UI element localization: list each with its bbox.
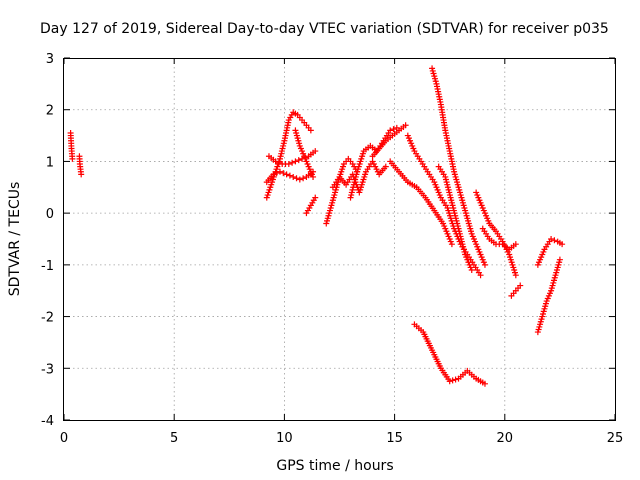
series-fall-2 xyxy=(404,132,484,279)
data-point xyxy=(293,175,300,182)
plot-frame xyxy=(63,58,616,421)
y-tick-label: -4 xyxy=(41,414,54,429)
data-point xyxy=(290,173,297,180)
data-point xyxy=(556,256,563,263)
data-point xyxy=(449,377,456,384)
y-axis-label: SDTVAR / TECUs xyxy=(7,182,23,297)
data-points xyxy=(67,65,566,387)
data-point xyxy=(477,272,484,279)
data-point xyxy=(517,282,524,289)
y-tick-label: -3 xyxy=(41,362,54,377)
chart-title: Day 127 of 2019, Sidereal Day-to-day VTE… xyxy=(40,21,609,37)
data-point xyxy=(295,157,302,164)
series-early-1 xyxy=(67,129,76,162)
series-mid-1 xyxy=(323,155,361,227)
series-fall-4 xyxy=(435,163,475,274)
x-tick-label: 25 xyxy=(607,431,624,446)
data-point xyxy=(270,171,277,178)
x-tick-label: 15 xyxy=(386,431,403,446)
x-tick-label: 20 xyxy=(497,431,514,446)
grid-lines xyxy=(64,58,615,420)
x-axis-label: GPS time / hours xyxy=(276,458,393,474)
y-tick-label: 2 xyxy=(46,104,54,119)
data-point xyxy=(548,236,555,242)
series-mid-4 xyxy=(369,122,409,160)
x-tick-label: 10 xyxy=(276,431,293,446)
series-low-1 xyxy=(411,321,488,387)
data-point xyxy=(289,159,296,166)
data-point xyxy=(559,241,566,248)
data-point xyxy=(276,168,283,175)
series-arc-b xyxy=(265,148,319,168)
y-tick-label: -1 xyxy=(41,259,54,274)
y-tick-label: 3 xyxy=(46,52,54,67)
series-fall-1 xyxy=(387,158,455,248)
data-point xyxy=(312,194,319,201)
data-point xyxy=(448,241,455,248)
data-point xyxy=(283,171,290,178)
series-fall-5 xyxy=(473,189,519,279)
data-point xyxy=(310,173,317,180)
series-right-4 xyxy=(534,236,566,268)
series-early-2 xyxy=(76,153,85,178)
series-right-1 xyxy=(479,225,519,253)
data-point xyxy=(273,170,280,177)
y-tick-labels: -4 -3 -2 -1 0 1 2 3 xyxy=(41,52,54,429)
data-point xyxy=(402,122,409,129)
series-arc-e xyxy=(303,194,319,217)
series-right-3 xyxy=(534,256,563,336)
data-point xyxy=(390,126,397,133)
data-point xyxy=(69,155,76,162)
data-point xyxy=(272,158,279,165)
data-point xyxy=(551,237,558,244)
axis-ticks xyxy=(63,57,616,421)
data-point xyxy=(387,127,394,134)
data-point xyxy=(292,158,299,165)
data-point xyxy=(78,171,85,178)
x-tick-label: 0 xyxy=(60,431,68,446)
y-tick-label: 0 xyxy=(46,207,54,222)
series-arc-c xyxy=(263,168,317,186)
series-fall-3 xyxy=(429,65,488,268)
data-point xyxy=(286,172,293,179)
data-point xyxy=(512,241,519,248)
data-point xyxy=(481,380,488,387)
x-tick-labels: 0 5 10 15 20 25 xyxy=(60,431,623,446)
data-point xyxy=(275,159,282,166)
data-point xyxy=(307,127,314,134)
data-point xyxy=(512,272,519,279)
data-point xyxy=(280,170,287,177)
data-point xyxy=(446,378,453,385)
data-point xyxy=(285,161,292,168)
data-point xyxy=(452,376,459,383)
data-point xyxy=(382,163,389,170)
data-point xyxy=(312,148,319,155)
series-arc-d xyxy=(292,127,317,180)
data-point xyxy=(468,267,475,274)
x-tick-label: 5 xyxy=(170,431,178,446)
y-tick-label: -2 xyxy=(41,311,54,326)
data-point xyxy=(300,175,307,182)
series-right-2 xyxy=(508,282,524,299)
data-point xyxy=(296,176,303,183)
y-tick-label: 1 xyxy=(46,155,54,170)
data-point xyxy=(481,261,488,268)
series-arc-a xyxy=(263,109,314,201)
